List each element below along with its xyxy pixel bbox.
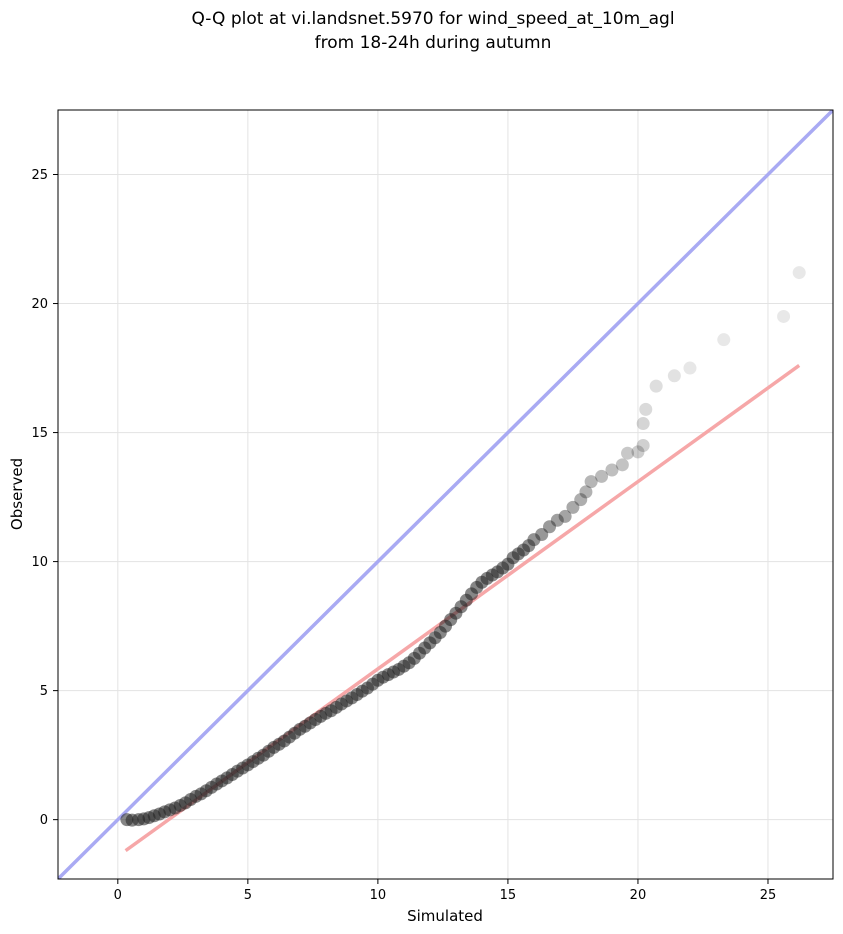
qq-point (550, 513, 564, 527)
chart-title: Q-Q plot at vi.landsnet.5970 for wind_sp… (191, 9, 674, 53)
qq-point (595, 469, 609, 483)
x-tick-label-0: 0 (114, 888, 122, 903)
y-axis-label: Observed (8, 458, 26, 530)
qq-point (792, 266, 806, 280)
x-tick-label-4: 20 (630, 888, 647, 903)
qq-point (574, 493, 588, 507)
x-axis-ticks: 0 5 10 15 20 25 (114, 879, 777, 903)
y-tick-label-2: 10 (31, 555, 48, 570)
x-tick-label-2: 10 (370, 888, 387, 903)
qq-point (621, 446, 635, 460)
qq-point (558, 509, 572, 523)
qq-point (667, 369, 681, 383)
x-axis-label: Simulated (407, 907, 483, 925)
qq-point (636, 438, 650, 452)
y-axis-ticks: 0 5 10 15 20 25 (31, 168, 58, 828)
qq-point (605, 463, 619, 477)
qq-point (717, 333, 731, 347)
qq-point (639, 402, 653, 416)
x-tick-label-3: 15 (500, 888, 517, 903)
qq-point (579, 485, 593, 499)
reference-lines (58, 110, 833, 879)
plot-frame (57, 109, 834, 880)
y-tick-label-1: 5 (40, 684, 48, 699)
qq-point (527, 533, 541, 547)
qq-point (636, 417, 650, 431)
qq-point (777, 309, 791, 323)
y-tick-label-3: 15 (31, 426, 48, 441)
qq-point (535, 527, 549, 541)
qq-points (120, 266, 806, 827)
qq-point (522, 539, 536, 553)
qq-point (543, 520, 557, 534)
chart-title-line-1: Q-Q plot at vi.landsnet.5970 for wind_sp… (191, 9, 674, 29)
chart-title-line-2: from 18-24h during autumn (315, 33, 552, 53)
y-tick-label-4: 20 (31, 297, 48, 312)
qq-point (649, 379, 663, 393)
y-tick-label-0: 0 (40, 813, 48, 828)
qq-point (584, 475, 598, 489)
identity-line (58, 110, 833, 879)
x-tick-label-5: 25 (760, 888, 777, 903)
y-tick-label-5: 25 (31, 168, 48, 183)
x-tick-label-1: 5 (244, 888, 252, 903)
qq-point (566, 500, 580, 514)
qq-point (683, 361, 697, 375)
qq-point (615, 458, 629, 472)
qq-point (631, 445, 645, 459)
